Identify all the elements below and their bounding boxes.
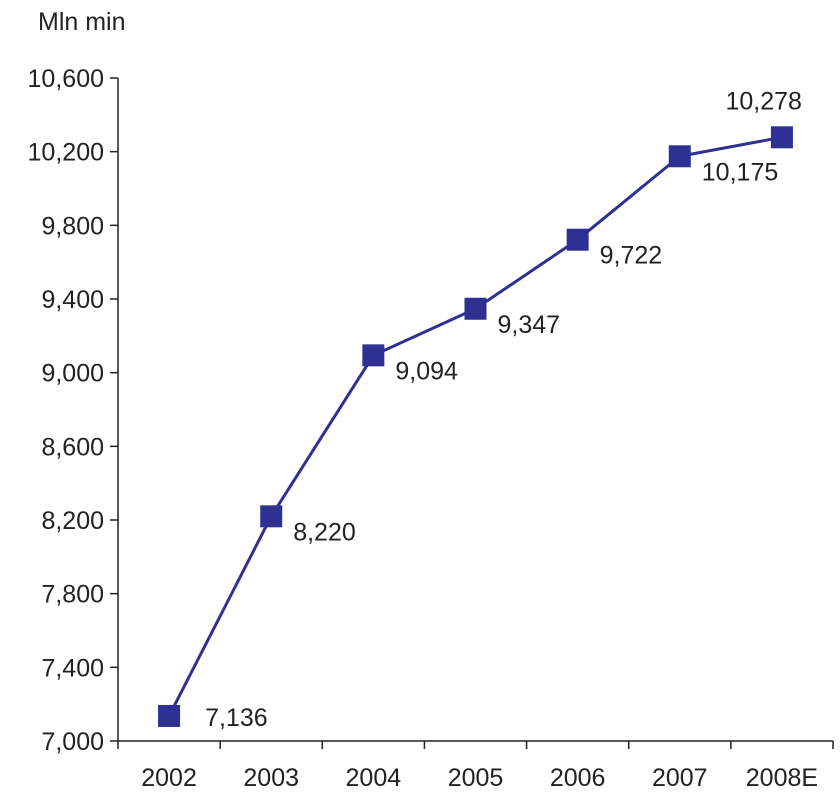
y-tick-label: 7,400 <box>41 654 104 682</box>
series-line <box>167 135 783 717</box>
y-tick-label: 9,000 <box>41 360 104 388</box>
axes <box>117 78 833 742</box>
y-tick-label: 9,800 <box>41 212 104 240</box>
data-point-marker <box>260 505 283 528</box>
data-label: 10,278 <box>725 87 801 115</box>
data-label: 9,094 <box>395 357 458 385</box>
y-tick-label: 10,200 <box>28 139 104 167</box>
data-label: 7,136 <box>205 704 268 732</box>
data-point-marker <box>464 297 487 320</box>
y-tick-label: 8,200 <box>41 507 104 535</box>
data-label: 9,347 <box>498 311 561 339</box>
y-tick-label: 9,400 <box>41 286 104 314</box>
x-tick-label: 2008E <box>746 764 818 792</box>
data-point-marker <box>362 344 385 367</box>
y-tick-label: 7,000 <box>41 728 104 756</box>
y-tick-label: 7,800 <box>41 581 104 609</box>
y-axis-unit-label: Mln min <box>38 8 126 36</box>
series-markers <box>158 126 793 727</box>
y-axis-ticks: 7,000 7,400 7,800 8,200 8,600 9,000 9,400 9,800… <box>28 65 118 756</box>
x-tick-label: 2003 <box>243 764 299 792</box>
x-tick-label: 2006 <box>550 764 606 792</box>
x-axis-ticks: 2002 2003 2004 2005 2006 2007 2008E <box>117 741 834 792</box>
data-point-marker <box>668 145 691 168</box>
y-tick-label: 8,600 <box>41 433 104 461</box>
data-label: 9,722 <box>600 242 663 270</box>
x-tick-label: 2002 <box>141 764 197 792</box>
x-tick-label: 2005 <box>448 764 504 792</box>
x-tick-label: 2004 <box>346 764 402 792</box>
data-label: 8,220 <box>293 518 356 546</box>
x-tick-label: 2007 <box>652 764 708 792</box>
data-labels: 7,136 8,220 9,094 9,347 9,722 10,175 10,278 <box>205 87 802 732</box>
data-label: 10,175 <box>702 158 778 186</box>
data-point-marker <box>158 704 181 727</box>
data-point-marker <box>770 126 793 149</box>
series-line-path <box>167 135 783 717</box>
data-point-marker <box>566 228 589 251</box>
y-tick-label: 10,600 <box>28 65 104 93</box>
